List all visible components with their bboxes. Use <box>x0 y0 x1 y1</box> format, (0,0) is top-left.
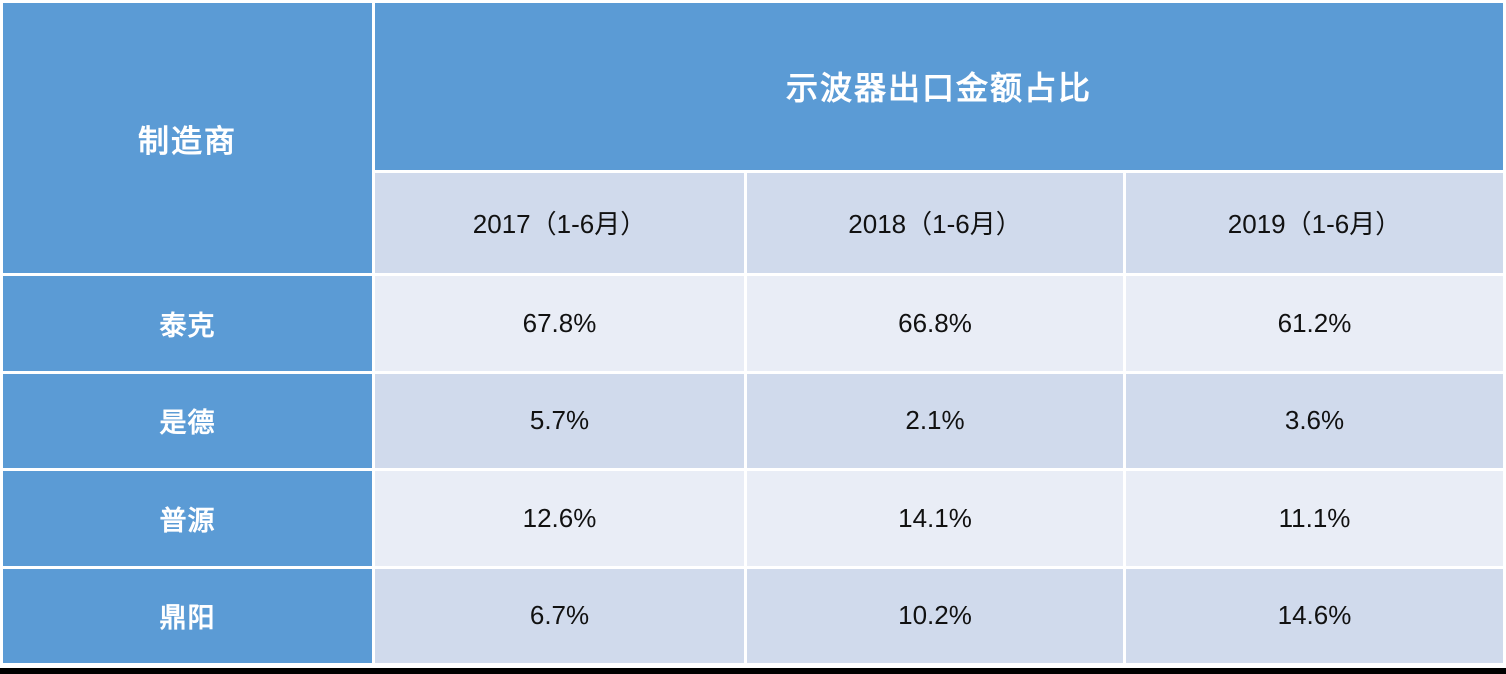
cell-value: 2.1% <box>747 373 1123 469</box>
table-row-keysight: 是德 5.7% 2.1% 3.6% <box>3 373 1504 469</box>
cell-value: 3.6% <box>1126 373 1504 469</box>
cell-value: 10.2% <box>747 568 1123 663</box>
manufacturer-corner-header: 制造商 <box>3 3 372 274</box>
table-row-tektronix: 泰克 67.8% 66.8% 61.2% <box>3 276 1504 371</box>
row-label: 泰克 <box>3 276 372 371</box>
table-title-row: 制造商 示波器出口金额占比 <box>3 3 1504 274</box>
column-header-2017: 2017（1-6月） <box>375 172 744 274</box>
cell-value: 14.6% <box>1126 568 1504 663</box>
row-label: 鼎阳 <box>3 568 372 663</box>
cell-value: 12.6% <box>375 471 744 566</box>
column-header-2019: 2019（1-6月） <box>1126 172 1504 274</box>
table-row-rigol: 普源 12.6% 14.1% 11.1% <box>3 471 1504 566</box>
cell-value: 11.1% <box>1126 471 1504 566</box>
table-row-siglent: 鼎阳 6.7% 10.2% 14.6% <box>3 568 1504 663</box>
cell-value: 61.2% <box>1126 276 1504 371</box>
column-header-2018: 2018（1-6月） <box>747 172 1123 274</box>
cell-value: 6.7% <box>375 568 744 663</box>
table-title: 示波器出口金额占比 <box>375 3 1504 170</box>
cell-value: 66.8% <box>747 276 1123 371</box>
column-header-row: 2017（1-6月） 2018（1-6月） 2019（1-6月） <box>3 172 1504 274</box>
cell-value: 14.1% <box>747 471 1123 566</box>
cell-value: 5.7% <box>375 373 744 469</box>
cell-value: 67.8% <box>375 276 744 371</box>
row-label: 普源 <box>3 471 372 566</box>
row-label: 是德 <box>3 373 372 469</box>
bottom-border-bar <box>0 668 1506 674</box>
